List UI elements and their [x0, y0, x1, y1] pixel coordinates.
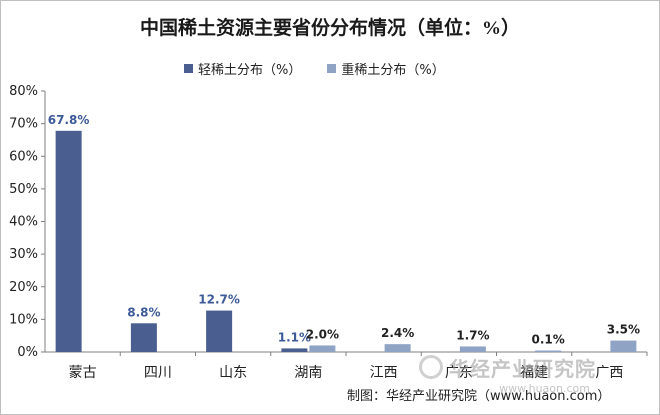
legend: 轻稀土分布（%） 重稀土分布（%）: [184, 59, 445, 78]
x-category-label: 四川: [144, 365, 172, 381]
data-label: 0.1%: [531, 333, 564, 347]
legend-item-heavy: 重稀土分布（%）: [327, 59, 445, 78]
bar-light-rare-earth: [206, 310, 233, 352]
chart-title: 中国稀土资源主要省份分布情况（单位：%）: [139, 18, 520, 39]
data-label: 1.1%: [278, 330, 311, 344]
bar-heavy-rare-earth: [535, 350, 562, 352]
legend-label-heavy: 重稀土分布（%）: [341, 63, 445, 78]
bar-heavy-rare-earth: [610, 340, 637, 352]
x-category-label: 湖南: [294, 365, 322, 381]
y-tick-label: 50%: [9, 182, 38, 197]
watermark: 华经产业研究院 www.huaon.com: [419, 353, 596, 395]
legend-swatch-heavy: [327, 64, 337, 73]
source-note: 制图：华经产业研究院（www.huaon.com）: [347, 389, 611, 404]
x-category-label: 广东: [445, 365, 473, 381]
bar-heavy-rare-earth: [384, 344, 411, 352]
bar-light-rare-earth: [55, 130, 82, 352]
bar-heavy-rare-earth: [309, 345, 336, 352]
data-label: 2.0%: [306, 327, 339, 341]
data-label: 1.7%: [456, 328, 489, 342]
data-label: 12.7%: [198, 293, 240, 307]
bar-light-rare-earth: [130, 323, 157, 352]
x-category-label: 广西: [595, 365, 623, 381]
x-category-label: 福建: [520, 365, 548, 381]
data-label: 8.8%: [127, 305, 160, 319]
watermark-logo-icon: [419, 355, 443, 379]
y-tick-label: 70%: [9, 117, 38, 132]
x-category-label: 蒙古: [69, 365, 97, 381]
data-label: 2.4%: [381, 326, 414, 340]
x-category-label: 江西: [370, 365, 398, 381]
data-label: 3.5%: [607, 323, 640, 337]
y-tick-label: 0%: [17, 345, 38, 360]
legend-label-light: 轻稀土分布（%）: [198, 63, 302, 78]
bar-heavy-rare-earth: [459, 346, 486, 352]
y-tick-label: 10%: [9, 312, 38, 327]
watermark-text: 华经产业研究院: [449, 357, 596, 381]
bar-light-rare-earth: [281, 348, 308, 352]
legend-swatch-light: [184, 64, 193, 73]
x-category-label: 山东: [219, 365, 247, 381]
y-tick-label: 20%: [9, 280, 38, 295]
watermark-url: www.huaon.com: [499, 382, 590, 395]
y-tick-label: 30%: [9, 247, 38, 262]
legend-item-light: 轻稀土分布（%）: [184, 59, 301, 78]
y-tick-label: 60%: [9, 149, 38, 164]
y-tick-label: 80%: [9, 84, 38, 99]
y-tick-label: 40%: [9, 215, 38, 230]
data-label: 67.8%: [48, 113, 90, 127]
